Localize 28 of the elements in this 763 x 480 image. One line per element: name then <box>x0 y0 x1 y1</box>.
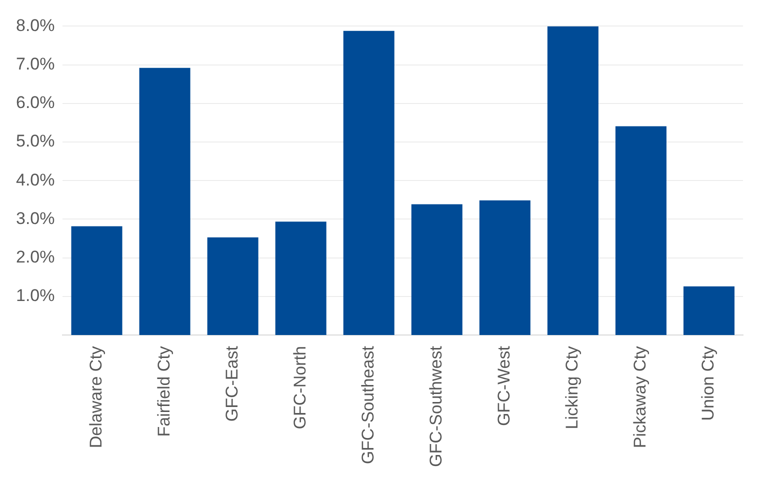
x-tick-label: GFC-Southeast <box>358 346 378 464</box>
bar <box>615 126 666 336</box>
bar <box>343 30 394 336</box>
bar <box>683 286 734 336</box>
y-tick-label: 4.0% <box>16 170 55 190</box>
bar <box>547 26 598 336</box>
y-tick-label: 5.0% <box>16 132 55 151</box>
x-tick-label: GFC-West <box>494 346 514 426</box>
bar <box>275 222 326 336</box>
y-tick-label: 6.0% <box>16 93 55 112</box>
bar <box>411 204 462 336</box>
y-tick-label: 1.0% <box>16 286 55 306</box>
y-tick-label: 8.0% <box>16 16 55 35</box>
x-tick-label: Fairfield Cty <box>154 346 174 437</box>
y-tick-label: 2.0% <box>16 248 55 267</box>
x-tick-label: GFC-North <box>290 346 310 430</box>
bar <box>71 226 122 336</box>
x-tick-label: GFC-East <box>222 346 242 422</box>
x-tick-label: GFC-Southwest <box>426 346 446 468</box>
y-tick-label: 3.0% <box>16 208 55 228</box>
x-tick-label: Delaware Cty <box>86 346 106 448</box>
x-tick-label: Pickaway Cty <box>630 346 650 448</box>
x-tick-label: Licking Cty <box>562 346 582 430</box>
bar <box>479 200 530 336</box>
x-tick-label: Union Cty <box>698 346 718 421</box>
bar <box>139 68 190 336</box>
bar <box>207 237 258 336</box>
y-tick-label: 7.0% <box>16 54 55 74</box>
